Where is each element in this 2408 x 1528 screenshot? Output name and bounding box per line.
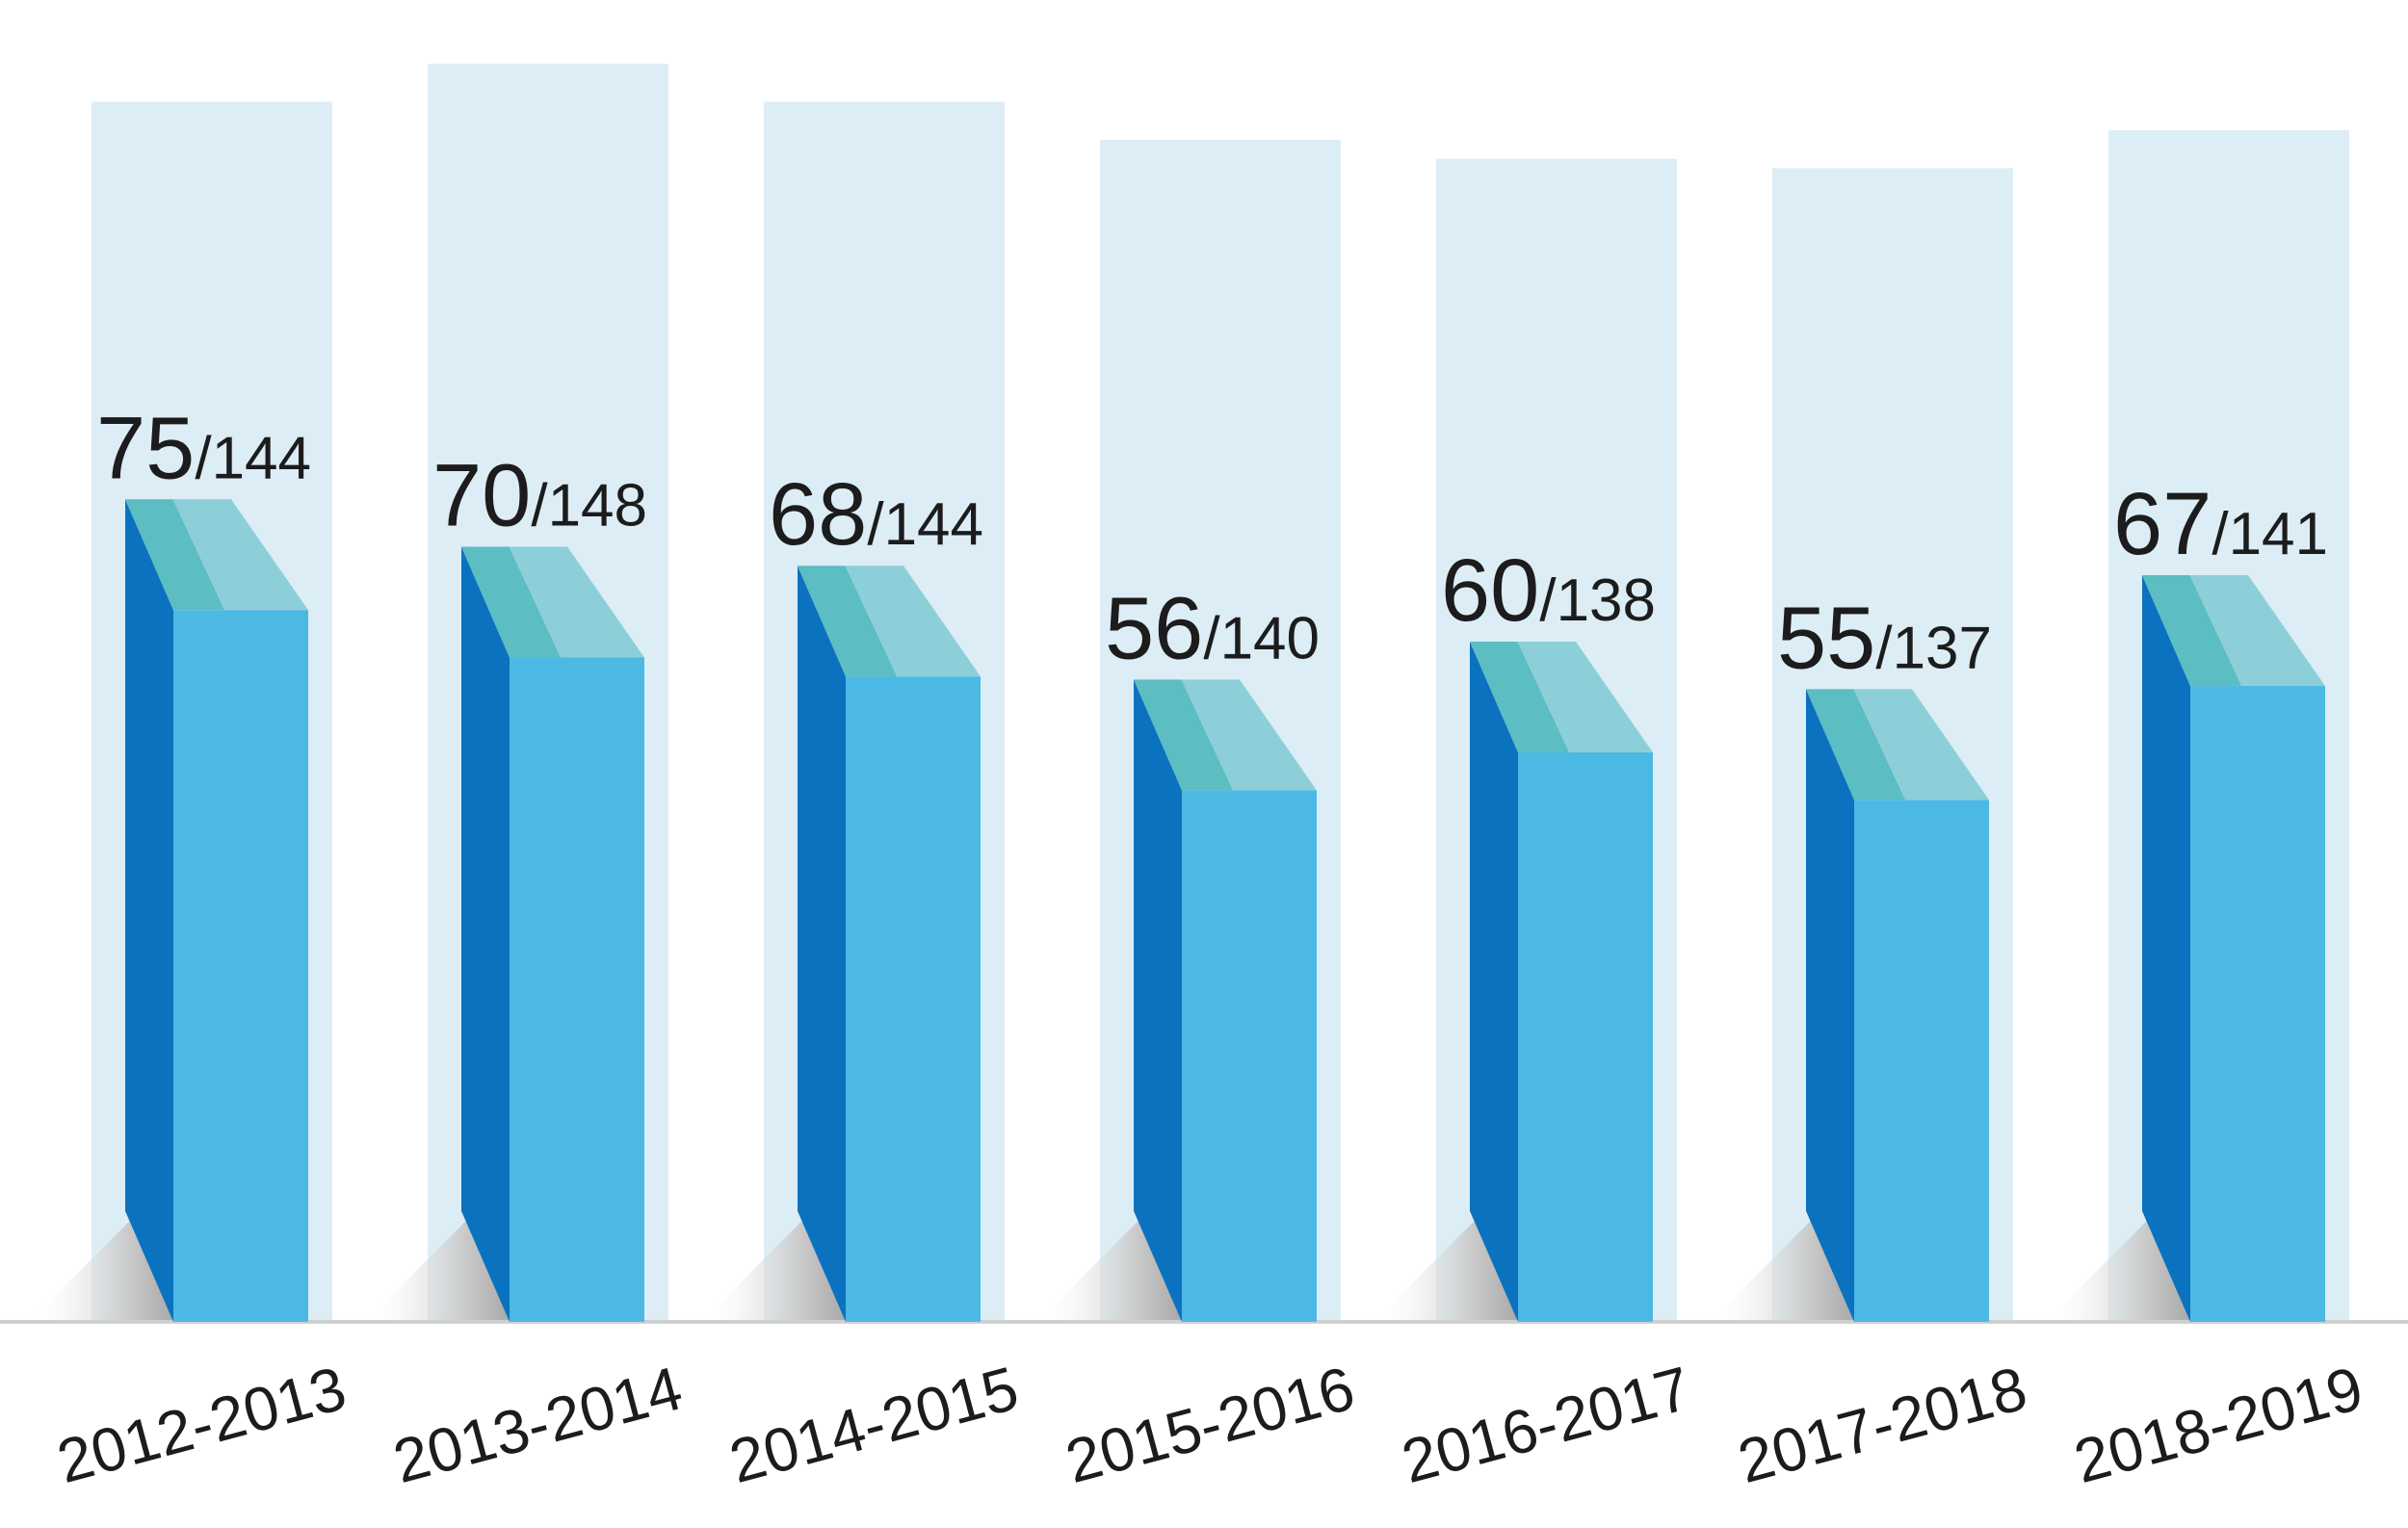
- bar: [510, 657, 644, 1322]
- bar-top-right: [1517, 642, 1653, 752]
- bar-side: [461, 546, 510, 1322]
- bar-side: [1470, 642, 1518, 1322]
- bar-top-left: [125, 499, 225, 611]
- data-label-total: /138: [1539, 567, 1656, 634]
- bar-top-left: [798, 566, 898, 677]
- x-tick-label: 2012-2013: [50, 1353, 353, 1496]
- data-label-value: 56: [1105, 579, 1203, 677]
- data-label: 55/137: [1777, 589, 1992, 687]
- data-labels: 75/144 70/148 68/144 56/140 60/138 55/137 67/1…: [96, 399, 2328, 687]
- bar-top-right: [509, 546, 644, 658]
- data-label-total: /137: [1875, 615, 1992, 681]
- x-tick-label: 2015-2016: [1059, 1353, 1361, 1496]
- bars: [125, 499, 2325, 1322]
- bar-side: [798, 566, 846, 1322]
- data-label-total: /148: [531, 473, 647, 540]
- data-label-value: 55: [1777, 589, 1875, 687]
- bar-top-left: [2142, 575, 2242, 687]
- x-tick-label: 2018-2019: [2067, 1353, 2369, 1496]
- bar-side: [1134, 679, 1182, 1322]
- bar-top-right: [845, 566, 981, 677]
- bar: [173, 610, 308, 1322]
- bar-side: [2142, 575, 2190, 1322]
- data-label-value: 68: [769, 465, 867, 564]
- data-label: 67/141: [2113, 475, 2328, 573]
- x-tick-label: 2014-2015: [722, 1353, 1025, 1496]
- data-label: 68/144: [769, 465, 983, 564]
- bar: [846, 676, 981, 1322]
- bar-top-left: [1134, 679, 1234, 791]
- data-label: 70/148: [432, 447, 647, 545]
- x-tick-label: 2013-2014: [386, 1353, 689, 1496]
- x-axis-ticks: 2012-2013 2013-2014 2014-2015 2015-2016 2016…: [50, 1353, 2369, 1496]
- data-label-total: /144: [867, 491, 983, 558]
- data-label: 56/140: [1105, 579, 1320, 677]
- x-tick-label: 2017-2018: [1731, 1353, 2033, 1496]
- bar: [1518, 752, 1653, 1322]
- data-label-total: /141: [2212, 501, 2328, 567]
- bar-top-left: [461, 546, 562, 658]
- data-label-total: /140: [1203, 605, 1320, 672]
- bar: [1182, 790, 1317, 1322]
- bar-top-left: [1806, 689, 1906, 801]
- bar: [2190, 686, 2325, 1322]
- data-label-value: 70: [432, 447, 531, 545]
- data-label-value: 60: [1441, 541, 1539, 640]
- data-label: 75/144: [96, 399, 311, 497]
- bar-top-right: [172, 499, 308, 611]
- bar-top-right: [2189, 575, 2325, 687]
- bar-top-right: [1853, 689, 1989, 801]
- bar: [1854, 800, 1989, 1322]
- bar-side: [1806, 689, 1854, 1322]
- data-label-value: 75: [96, 399, 195, 497]
- bar-side: [125, 499, 173, 1322]
- bar-top-left: [1470, 642, 1570, 752]
- data-label: 60/138: [1441, 541, 1656, 640]
- data-label-total: /144: [195, 425, 311, 491]
- data-label-value: 67: [2113, 475, 2212, 573]
- bar-top-right: [1181, 679, 1317, 791]
- x-tick-label: 2016-2017: [1395, 1353, 1697, 1496]
